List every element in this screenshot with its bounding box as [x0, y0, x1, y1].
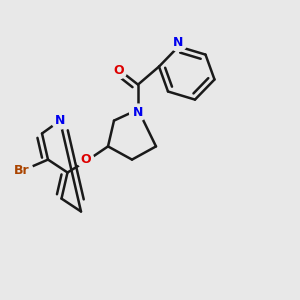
Text: N: N [55, 114, 65, 127]
Text: O: O [113, 64, 124, 77]
Circle shape [130, 104, 146, 121]
Circle shape [52, 112, 68, 129]
Circle shape [170, 34, 187, 51]
Text: O: O [80, 153, 91, 166]
Circle shape [77, 151, 94, 168]
Text: Br: Br [14, 164, 29, 178]
Text: N: N [133, 106, 143, 119]
Text: N: N [173, 36, 184, 50]
Circle shape [110, 62, 127, 79]
Circle shape [10, 160, 33, 182]
